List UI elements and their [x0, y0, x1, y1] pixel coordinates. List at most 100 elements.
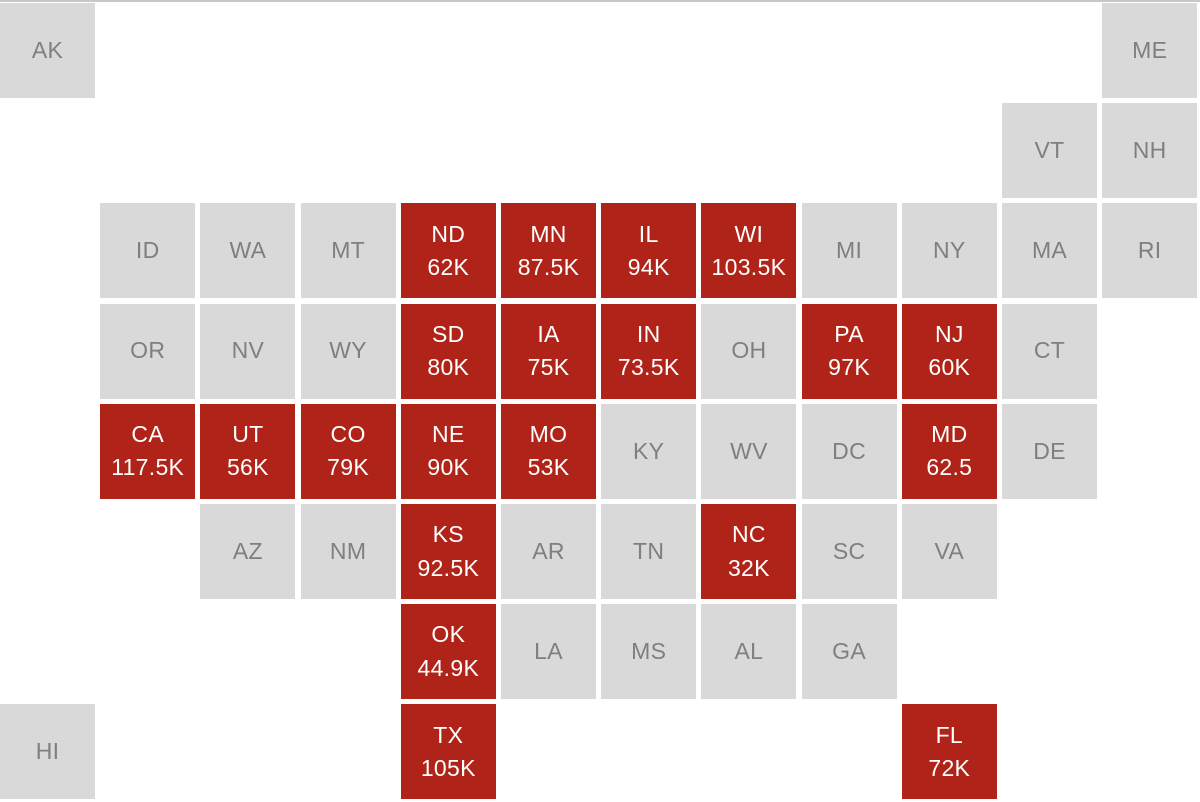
state-tile-az: AZ	[200, 504, 296, 599]
state-abbreviation: MT	[331, 237, 365, 264]
state-tile-mn: MN 87.5K	[501, 203, 596, 299]
state-tile-nj: NJ 60K	[901, 303, 997, 399]
state-abbreviation: NJ	[934, 320, 964, 347]
state-tile-la: LA	[501, 604, 596, 700]
state-value: 94K	[627, 253, 670, 280]
state-abbreviation: OH	[731, 337, 767, 364]
state-tile-wv: WV	[701, 403, 797, 499]
state-tile-nd: ND 62K	[400, 203, 496, 299]
state-tile-md: MD 62.5	[901, 403, 997, 499]
state-tile-ms: MS	[601, 604, 697, 700]
state-value: 79K	[327, 454, 369, 481]
state-abbreviation: MO	[529, 420, 568, 447]
state-tile-ne: NE 90K	[400, 403, 496, 499]
state-tile-ga: GA	[801, 604, 897, 700]
state-abbreviation: ME	[1132, 36, 1168, 63]
state-abbreviation: AZ	[232, 537, 263, 564]
state-tile-tn: TN	[601, 504, 697, 599]
state-tile-nc: NC 32K	[701, 504, 797, 599]
state-abbreviation: DC	[832, 437, 866, 464]
state-tile-mi: MI	[801, 203, 897, 299]
state-tile-sc: SC	[801, 504, 897, 599]
state-tile-ma: MA	[1002, 203, 1097, 299]
state-abbreviation: NH	[1132, 137, 1167, 164]
state-abbreviation: RI	[1137, 237, 1162, 264]
state-value: 117.5K	[111, 454, 185, 481]
state-value: 53K	[527, 454, 570, 481]
state-abbreviation: NM	[329, 537, 367, 564]
state-abbreviation: CT	[1033, 337, 1066, 364]
state-value: 62K	[427, 253, 470, 280]
state-value: 73.5K	[617, 354, 680, 381]
state-value: 97K	[828, 354, 870, 381]
state-tile-hi: HI	[0, 704, 95, 800]
state-abbreviation: NY	[933, 237, 966, 264]
state-value: 72K	[928, 754, 971, 781]
state-abbreviation: CA	[131, 420, 164, 447]
state-tile-co: CO 79K	[300, 403, 396, 499]
state-abbreviation: TX	[433, 721, 464, 748]
state-abbreviation: AK	[31, 36, 64, 63]
state-abbreviation: NV	[231, 337, 265, 364]
state-tile-ut: UT 56K	[200, 403, 296, 499]
state-tile-ca: CA 117.5K	[100, 403, 196, 499]
state-tile-wi: WI 103.5K	[701, 203, 797, 299]
state-abbreviation: VA	[934, 537, 965, 564]
state-abbreviation: CO	[330, 420, 366, 447]
top-border	[0, 0, 1200, 2]
state-abbreviation: LA	[534, 638, 563, 665]
state-abbreviation: ID	[135, 237, 160, 264]
state-abbreviation: MI	[836, 237, 863, 264]
state-tile-al: AL	[701, 604, 797, 700]
state-abbreviation: OK	[431, 621, 466, 648]
state-value: 80K	[427, 354, 470, 381]
state-abbreviation: SC	[832, 537, 866, 564]
state-tile-ny: NY	[901, 203, 997, 299]
state-tile-nh: NH	[1102, 103, 1198, 199]
state-value: 87.5K	[517, 253, 580, 280]
state-abbreviation: HI	[35, 738, 60, 765]
state-tile-vt: VT	[1002, 103, 1097, 199]
state-tile-pa: PA 97K	[801, 303, 897, 399]
state-tile-wy: WY	[300, 303, 396, 399]
state-tile-ak: AK	[0, 3, 95, 98]
state-abbreviation: IN	[636, 320, 661, 347]
state-abbreviation: VT	[1034, 137, 1065, 164]
state-abbreviation: WY	[329, 337, 367, 364]
state-abbreviation: DE	[1033, 437, 1066, 464]
state-abbreviation: SD	[432, 320, 465, 347]
state-tile-dc: DC	[801, 403, 897, 499]
state-tile-ok: OK 44.9K	[400, 604, 496, 700]
state-tile-mo: MO 53K	[501, 403, 596, 499]
state-tile-ri: RI	[1102, 203, 1198, 299]
state-value: 103.5K	[711, 253, 787, 280]
state-tile-me: ME	[1102, 3, 1198, 98]
state-tile-ia: IA 75K	[501, 303, 596, 399]
state-value: 105K	[420, 754, 476, 781]
state-tile-id: ID	[100, 203, 196, 299]
state-abbreviation: PA	[834, 320, 864, 347]
state-value: 32K	[727, 554, 770, 581]
state-tile-sd: SD 80K	[400, 303, 496, 399]
state-abbreviation: IA	[537, 320, 560, 347]
state-abbreviation: UT	[232, 420, 264, 447]
state-abbreviation: NE	[432, 420, 465, 447]
state-tile-in: IN 73.5K	[601, 303, 697, 399]
state-abbreviation: MA	[1031, 237, 1068, 264]
state-abbreviation: NC	[731, 521, 766, 548]
state-value: 62.5	[926, 454, 973, 481]
state-abbreviation: GA	[832, 638, 867, 665]
state-abbreviation: AL	[734, 638, 764, 665]
state-tile-nm: NM	[300, 504, 396, 599]
state-tile-or: OR	[100, 303, 196, 399]
state-tile-ky: KY	[601, 403, 697, 499]
state-value: 92.5K	[417, 554, 480, 581]
state-tile-nv: NV	[200, 303, 296, 399]
state-abbreviation: AR	[532, 537, 565, 564]
state-abbreviation: TN	[633, 537, 665, 564]
state-tile-ct: CT	[1002, 303, 1097, 399]
state-tile-de: DE	[1002, 403, 1097, 499]
state-tile-il: IL 94K	[601, 203, 697, 299]
state-tile-ks: KS 92.5K	[400, 504, 496, 599]
